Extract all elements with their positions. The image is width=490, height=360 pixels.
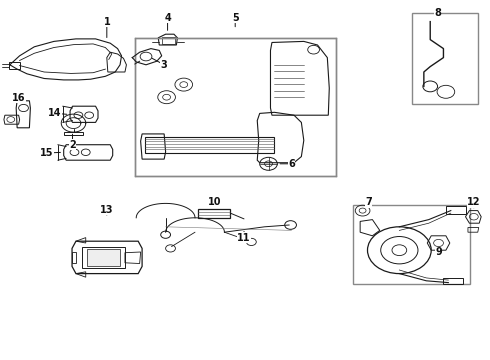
Text: 3: 3 — [161, 60, 168, 70]
Text: 6: 6 — [288, 159, 295, 169]
Text: 12: 12 — [467, 197, 481, 207]
Polygon shape — [87, 249, 120, 266]
Text: 1: 1 — [103, 17, 110, 27]
Text: 7: 7 — [365, 197, 372, 207]
Text: 16: 16 — [12, 93, 25, 103]
Text: 8: 8 — [434, 8, 441, 18]
Text: 9: 9 — [435, 247, 442, 257]
Text: 2: 2 — [69, 140, 76, 150]
Text: 11: 11 — [237, 233, 251, 243]
Text: 10: 10 — [208, 197, 221, 207]
Text: 15: 15 — [40, 148, 53, 158]
Text: 4: 4 — [164, 13, 171, 23]
Text: 14: 14 — [48, 108, 62, 118]
Text: 13: 13 — [100, 204, 114, 215]
Text: 5: 5 — [232, 13, 239, 23]
